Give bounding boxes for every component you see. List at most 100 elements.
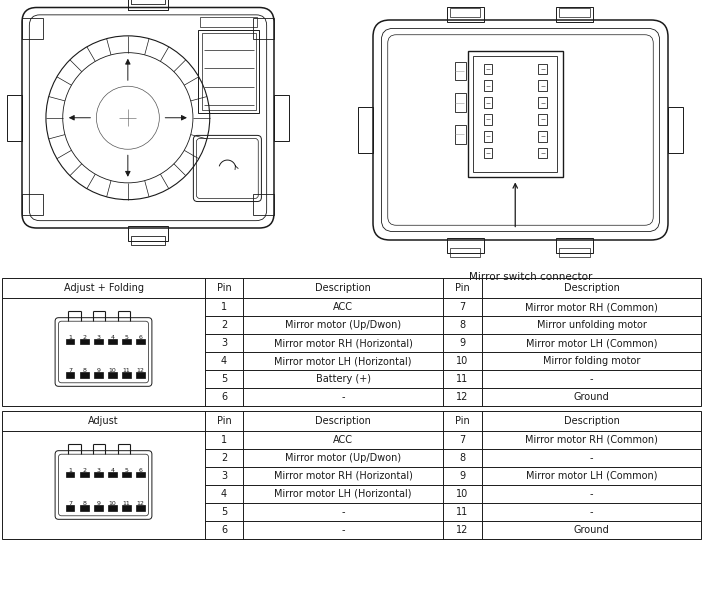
Text: 3: 3	[96, 334, 101, 340]
Text: 12: 12	[136, 501, 144, 506]
FancyBboxPatch shape	[122, 372, 131, 377]
Text: Battery (+): Battery (+)	[316, 374, 370, 384]
Text: 8: 8	[460, 320, 465, 330]
Text: 7: 7	[68, 501, 72, 506]
Text: Mirror motor (Up/Dwon): Mirror motor (Up/Dwon)	[285, 453, 401, 463]
FancyBboxPatch shape	[93, 505, 103, 511]
Text: 1: 1	[221, 435, 227, 445]
FancyBboxPatch shape	[108, 372, 117, 377]
Text: 8: 8	[460, 453, 465, 463]
FancyBboxPatch shape	[136, 339, 145, 344]
FancyBboxPatch shape	[93, 339, 103, 344]
Text: 5: 5	[124, 467, 129, 473]
FancyBboxPatch shape	[136, 372, 145, 377]
Text: 11: 11	[122, 368, 130, 373]
FancyBboxPatch shape	[136, 505, 145, 511]
Text: -: -	[590, 374, 593, 384]
Text: Mirror motor (Up/Dwon): Mirror motor (Up/Dwon)	[285, 320, 401, 330]
Text: 10: 10	[108, 501, 116, 506]
FancyBboxPatch shape	[122, 472, 131, 477]
FancyBboxPatch shape	[79, 339, 89, 344]
Text: -: -	[341, 525, 344, 535]
Text: 5: 5	[221, 507, 227, 517]
Text: Mirror unfolding motor: Mirror unfolding motor	[536, 320, 647, 330]
FancyBboxPatch shape	[65, 472, 75, 477]
FancyBboxPatch shape	[93, 472, 103, 477]
Text: 2: 2	[221, 453, 227, 463]
Text: -: -	[590, 507, 593, 517]
Text: 9: 9	[96, 501, 101, 506]
Text: 6: 6	[221, 392, 227, 402]
Text: 11: 11	[456, 374, 469, 384]
Text: 12: 12	[456, 392, 469, 402]
FancyBboxPatch shape	[122, 505, 131, 511]
FancyBboxPatch shape	[65, 505, 75, 511]
FancyBboxPatch shape	[65, 372, 75, 377]
FancyBboxPatch shape	[136, 472, 145, 477]
FancyBboxPatch shape	[65, 339, 75, 344]
Text: 10: 10	[456, 489, 469, 499]
Text: 3: 3	[221, 471, 227, 481]
Text: Mirror folding motor: Mirror folding motor	[543, 356, 640, 366]
Text: -: -	[341, 392, 344, 402]
Text: 4: 4	[110, 467, 115, 473]
Text: Pin: Pin	[455, 416, 470, 426]
Text: 6: 6	[221, 525, 227, 535]
Text: Ground: Ground	[574, 525, 610, 535]
Text: 12: 12	[136, 368, 144, 373]
Text: Ground: Ground	[574, 392, 610, 402]
Text: Mirror motor LH (Horizontal): Mirror motor LH (Horizontal)	[274, 356, 412, 366]
Text: Description: Description	[315, 416, 371, 426]
Text: 11: 11	[122, 501, 130, 506]
Text: 5: 5	[124, 334, 129, 340]
Text: 6: 6	[138, 334, 143, 340]
Text: 2: 2	[221, 320, 227, 330]
Text: Mirror switch connector: Mirror switch connector	[470, 272, 593, 281]
Text: Description: Description	[315, 283, 371, 293]
Text: 2: 2	[82, 467, 86, 473]
FancyBboxPatch shape	[79, 372, 89, 377]
Text: 7: 7	[459, 302, 465, 312]
Text: 7: 7	[459, 435, 465, 445]
Text: -: -	[590, 489, 593, 499]
Text: Mirror motor RH (Horizontal): Mirror motor RH (Horizontal)	[273, 338, 413, 348]
Text: 1: 1	[68, 467, 72, 473]
Text: Adjust + Folding: Adjust + Folding	[63, 283, 143, 293]
Text: Pin: Pin	[217, 416, 231, 426]
FancyBboxPatch shape	[108, 472, 117, 477]
Text: 4: 4	[110, 334, 115, 340]
FancyBboxPatch shape	[108, 505, 117, 511]
FancyBboxPatch shape	[108, 339, 117, 344]
Text: 12: 12	[456, 525, 469, 535]
Text: 3: 3	[221, 338, 227, 348]
Text: 10: 10	[456, 356, 469, 366]
Text: ACC: ACC	[333, 302, 353, 312]
Text: ACC: ACC	[333, 435, 353, 445]
Text: 4: 4	[221, 356, 227, 366]
FancyBboxPatch shape	[79, 505, 89, 511]
Text: Mirror motor LH (Common): Mirror motor LH (Common)	[526, 338, 657, 348]
Text: Mirror motor RH (Common): Mirror motor RH (Common)	[525, 302, 658, 312]
Text: 7: 7	[68, 368, 72, 373]
Text: 9: 9	[460, 338, 465, 348]
Text: Mirror motor RH (Horizontal): Mirror motor RH (Horizontal)	[273, 471, 413, 481]
Text: Mirror motor RH (Common): Mirror motor RH (Common)	[525, 435, 658, 445]
Text: Pin: Pin	[217, 283, 231, 293]
Text: 11: 11	[456, 507, 469, 517]
Text: 8: 8	[82, 368, 86, 373]
FancyBboxPatch shape	[79, 472, 89, 477]
Text: -: -	[341, 507, 344, 517]
FancyBboxPatch shape	[122, 339, 131, 344]
Text: Description: Description	[564, 416, 619, 426]
Text: 1: 1	[68, 334, 72, 340]
Text: 6: 6	[138, 467, 143, 473]
Text: Description: Description	[564, 283, 619, 293]
Text: 1: 1	[221, 302, 227, 312]
Text: 2: 2	[82, 334, 86, 340]
Text: 4: 4	[221, 489, 227, 499]
Text: 9: 9	[460, 471, 465, 481]
Text: Adjust: Adjust	[88, 416, 119, 426]
Text: -: -	[590, 453, 593, 463]
FancyBboxPatch shape	[93, 372, 103, 377]
Text: 3: 3	[96, 467, 101, 473]
